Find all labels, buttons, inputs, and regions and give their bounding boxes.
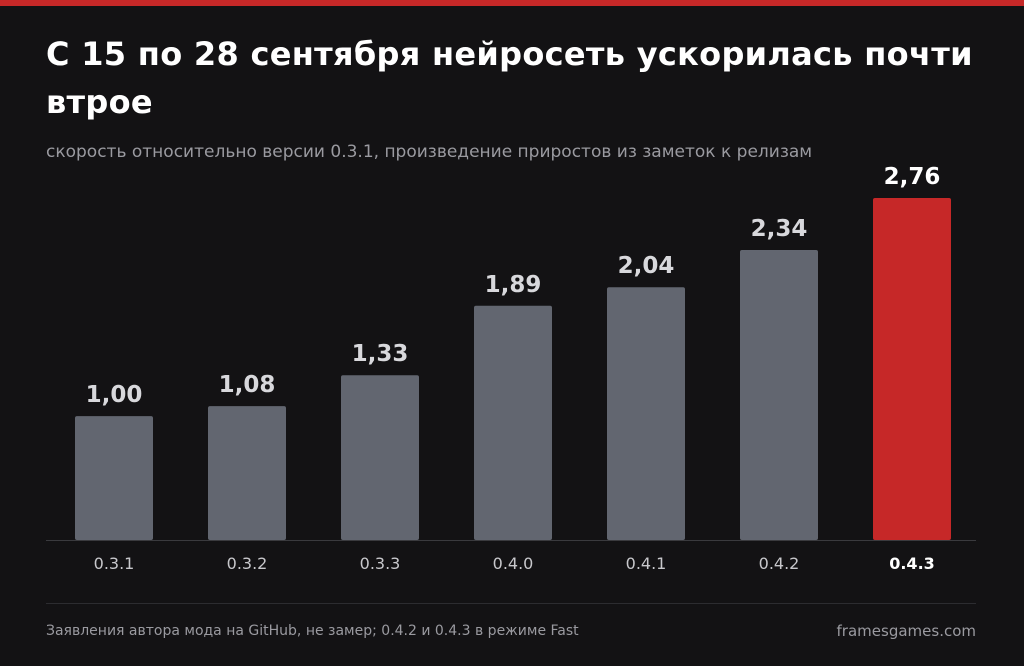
chart-subtitle: скорость относительно версии 0.3.1, прои… (46, 142, 813, 162)
bar-0.4.0 (474, 305, 552, 540)
bar-0.4.1 (607, 287, 685, 540)
tick-label-0.4.3: 0.4.3 (889, 554, 935, 573)
value-label-0.4.2: 2,34 (751, 216, 808, 242)
footer-divider (46, 603, 976, 604)
value-label-0.4.3: 2,76 (884, 164, 941, 190)
bar-0.3.1 (75, 416, 153, 540)
value-label-0.3.2: 1,08 (219, 372, 276, 398)
accent-top-bar (0, 0, 1024, 6)
tick-label-0.3.1: 0.3.1 (94, 554, 135, 573)
value-label-0.3.3: 1,33 (352, 341, 409, 367)
tick-label-0.4.0: 0.4.0 (493, 554, 534, 573)
footer-brand[interactable]: framesgames.com (836, 622, 976, 640)
tick-label-0.4.1: 0.4.1 (626, 554, 667, 573)
bar-0.3.2 (208, 406, 286, 540)
bar-0.3.3 (341, 375, 419, 540)
value-label-0.4.0: 1,89 (485, 272, 542, 298)
footer-note: Заявления автора мода на GitHub, не заме… (46, 623, 579, 639)
bar-chart: 1,00 0.3.1 1,08 0.3.2 1,33 0.3.3 1,89 0.4.0 2,04… (46, 164, 976, 573)
value-label-0.3.1: 1,00 (86, 382, 143, 408)
tick-label-0.4.2: 0.4.2 (759, 554, 800, 573)
value-label-0.4.1: 2,04 (618, 253, 675, 279)
bar-0.4.3 (873, 198, 951, 540)
tick-label-0.3.2: 0.3.2 (227, 554, 268, 573)
tick-label-0.3.3: 0.3.3 (360, 554, 401, 573)
chart-title: С 15 по 28 сентября нейросеть ускорилась… (46, 35, 973, 121)
bar-0.4.2 (740, 250, 818, 541)
